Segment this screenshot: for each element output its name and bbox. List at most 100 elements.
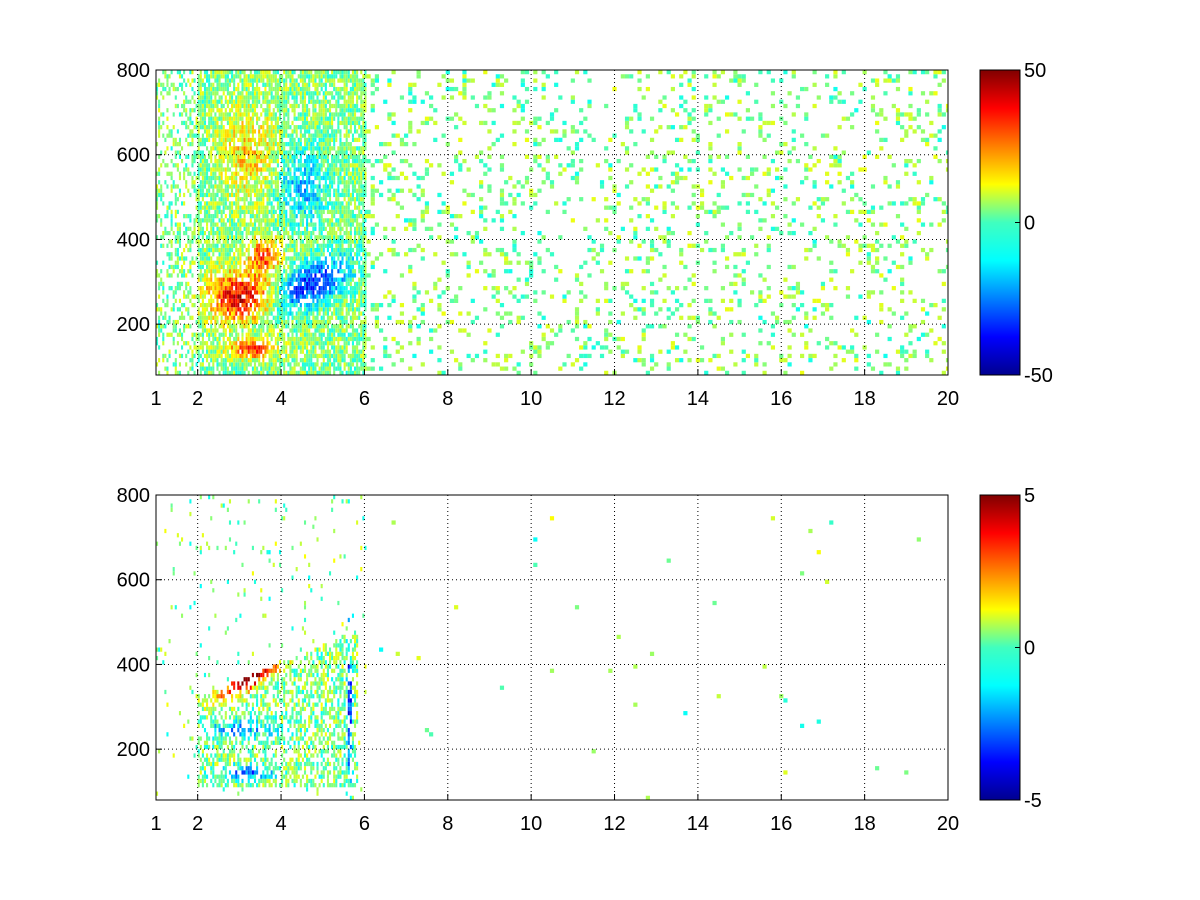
heatmap-cell bbox=[658, 349, 663, 354]
heatmap-cell bbox=[356, 222, 359, 227]
heatmap-cell bbox=[231, 264, 234, 270]
heatmap-cell bbox=[162, 281, 165, 287]
heatmap-cell bbox=[364, 302, 367, 308]
heatmap-cell bbox=[579, 167, 584, 172]
heatmap-cell bbox=[310, 290, 313, 295]
heatmap-cell bbox=[233, 349, 236, 354]
heatmap-cell bbox=[258, 154, 261, 159]
heatmap-cell bbox=[745, 353, 750, 359]
heatmap-cell bbox=[941, 298, 946, 303]
heatmap-cell bbox=[216, 366, 219, 371]
heatmap-cell bbox=[264, 281, 267, 287]
heatmap-cell bbox=[281, 277, 284, 282]
heatmap-cell bbox=[420, 256, 425, 261]
heatmap-cell bbox=[331, 230, 334, 236]
heatmap-cell bbox=[228, 286, 232, 291]
heatmap-cell bbox=[537, 260, 542, 265]
heatmap-cell bbox=[210, 171, 213, 176]
heatmap-cell bbox=[285, 184, 288, 189]
heatmap-cell bbox=[516, 315, 521, 320]
heatmap-cell bbox=[741, 175, 746, 181]
heatmap-cell bbox=[320, 286, 323, 291]
heatmap-cell bbox=[262, 302, 265, 308]
heatmap-cell bbox=[351, 197, 354, 202]
heatmap-cell bbox=[224, 277, 227, 282]
heatmap-cell bbox=[256, 319, 259, 325]
heatmap-cell bbox=[331, 336, 334, 342]
heatmap-cell bbox=[197, 319, 200, 325]
heatmap-cell bbox=[268, 324, 271, 329]
heatmap-cell bbox=[674, 298, 680, 303]
heatmap-cell bbox=[172, 336, 175, 342]
heatmap-cell bbox=[243, 366, 246, 371]
heatmap-cell bbox=[504, 311, 509, 316]
heatmap-cell bbox=[222, 345, 225, 350]
heatmap-cell bbox=[704, 286, 709, 291]
heatmap-cell bbox=[218, 226, 221, 231]
heatmap-cell bbox=[358, 332, 361, 337]
heatmap-cell bbox=[343, 239, 346, 244]
heatmap-cell bbox=[195, 192, 198, 198]
heatmap-cell bbox=[433, 281, 438, 287]
heatmap-cell bbox=[408, 218, 413, 223]
heatmap-cell bbox=[183, 315, 186, 320]
heatmap-cell bbox=[758, 290, 763, 295]
heatmap-cell bbox=[303, 235, 307, 240]
heatmap-cell bbox=[235, 307, 238, 312]
heatmap-cell bbox=[189, 239, 192, 244]
heatmap-cell bbox=[604, 158, 609, 164]
heatmap-cell bbox=[328, 222, 332, 227]
heatmap-cell bbox=[291, 264, 294, 270]
heatmap-cell bbox=[339, 324, 342, 329]
heatmap-cell bbox=[264, 353, 267, 359]
heatmap-cell bbox=[278, 358, 282, 363]
heatmap-cell bbox=[312, 171, 315, 176]
heatmap-cell bbox=[220, 298, 223, 303]
heatmap-cell bbox=[183, 290, 186, 295]
heatmap-cell bbox=[566, 163, 571, 168]
heatmap-cell bbox=[297, 269, 300, 274]
heatmap-cell bbox=[504, 366, 509, 371]
heatmap-cell bbox=[374, 188, 380, 193]
heatmap-cell bbox=[166, 332, 169, 337]
heatmap-cell bbox=[193, 180, 196, 185]
heatmap-cell bbox=[260, 218, 263, 223]
heatmap-cell bbox=[729, 298, 734, 303]
heatmap-cell bbox=[360, 201, 363, 206]
heatmap-cell bbox=[162, 260, 165, 265]
heatmap-cell bbox=[316, 201, 319, 206]
heatmap-cell bbox=[583, 294, 588, 299]
heatmap-cell bbox=[308, 349, 311, 354]
heatmap-cell bbox=[222, 154, 225, 159]
heatmap-cell bbox=[272, 281, 275, 287]
heatmap-cell bbox=[203, 260, 207, 265]
heatmap-cell bbox=[187, 154, 190, 159]
heatmap-cell bbox=[235, 264, 238, 270]
heatmap-cell bbox=[274, 167, 277, 172]
heatmap-cell bbox=[499, 154, 505, 159]
heatmap-cell bbox=[210, 197, 213, 202]
heatmap-cell bbox=[266, 328, 269, 333]
heatmap-cell bbox=[206, 269, 209, 274]
heatmap-cell bbox=[737, 252, 742, 257]
heatmap-cell bbox=[908, 324, 913, 329]
heatmap-cell bbox=[362, 290, 365, 295]
heatmap-cell bbox=[312, 324, 315, 329]
heatmap-cell bbox=[253, 222, 257, 227]
heatmap-cell bbox=[362, 171, 365, 176]
heatmap-cell bbox=[335, 239, 338, 244]
heatmap-cell bbox=[241, 311, 244, 316]
heatmap-cell bbox=[258, 256, 261, 261]
heatmap-cell bbox=[331, 209, 334, 215]
heatmap-cell bbox=[795, 307, 801, 312]
heatmap-cell bbox=[172, 362, 175, 367]
heatmap-cell bbox=[195, 197, 198, 202]
heatmap-cell bbox=[318, 264, 321, 270]
heatmap-cell bbox=[337, 175, 340, 181]
heatmap-cell bbox=[193, 184, 196, 189]
heatmap-cell bbox=[349, 336, 352, 342]
heatmap-cell bbox=[224, 260, 227, 265]
heatmap-cell bbox=[247, 205, 250, 210]
heatmap-cell bbox=[231, 218, 234, 223]
heatmap-cell bbox=[306, 192, 309, 198]
